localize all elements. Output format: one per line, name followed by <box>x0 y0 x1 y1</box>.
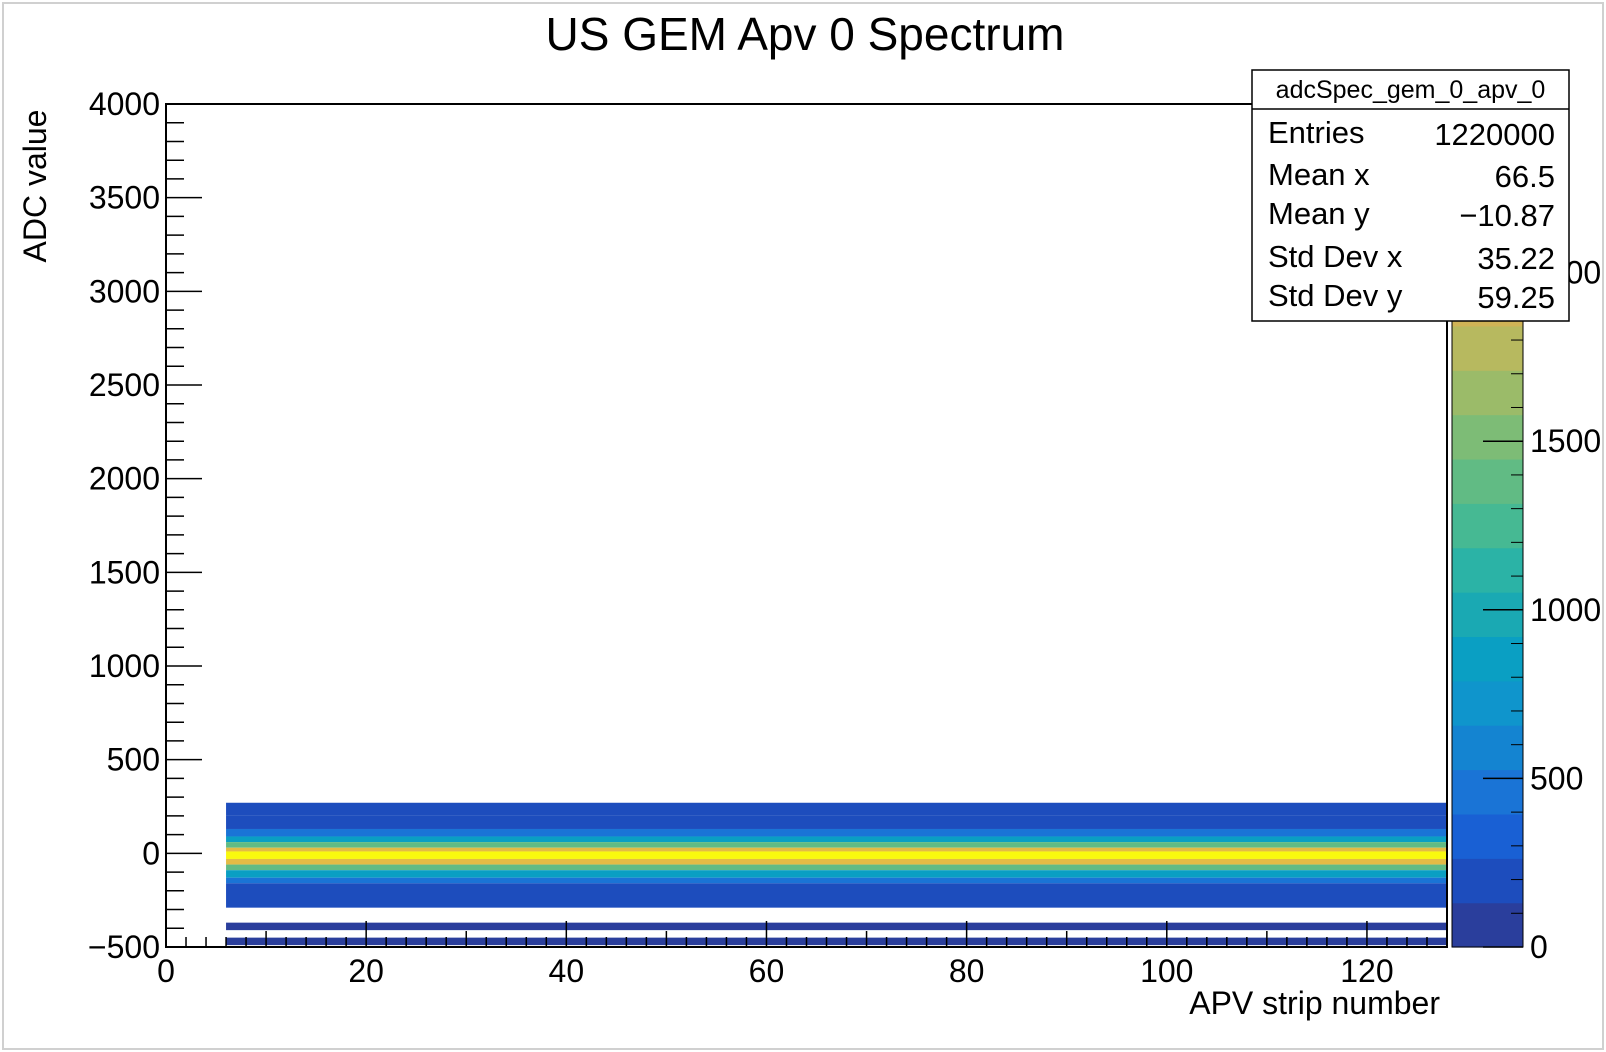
x-tick-label-100: 100 <box>1140 953 1193 989</box>
stats-box-frame <box>1251 69 1570 322</box>
stats-row-label-1: Mean x <box>1268 157 1370 192</box>
x-axis: 0 20 40 60 80 100 120 <box>157 921 1448 989</box>
y-tick-label-1000: 1000 <box>89 648 160 684</box>
heatmap-bands <box>226 802 1447 946</box>
x-tick-label-0: 0 <box>157 953 175 989</box>
palette-cell-12 <box>1452 370 1523 416</box>
stats-row-value-4: 59.25 <box>1477 280 1555 315</box>
x-tick-label-80: 80 <box>949 953 985 989</box>
stats-box-name: adcSpec_gem_0_apv_0 <box>1276 76 1546 104</box>
palette-tick-label-500: 500 <box>1530 760 1583 796</box>
y-tick-label-0: 0 <box>142 835 160 871</box>
stats-row-value-0: 1220000 <box>1434 117 1555 152</box>
heatmap-band-11 <box>226 883 1447 908</box>
palette-cell-4 <box>1452 725 1523 771</box>
stats-row-label-3: Std Dev x <box>1268 239 1403 274</box>
y-tick-label--500: −500 <box>88 929 160 965</box>
palette-cell-2 <box>1452 813 1523 859</box>
stats-row-label-2: Mean y <box>1268 196 1370 231</box>
heatmap-band-3 <box>226 836 1447 843</box>
heatmap-band-5 <box>226 847 1447 852</box>
heatmap-band-7 <box>226 858 1447 865</box>
stats-row-value-2: −10.87 <box>1459 198 1555 233</box>
heatmap-band-9 <box>226 870 1447 878</box>
stats-row-value-3: 35.22 <box>1477 241 1555 276</box>
heatmap-band-13 <box>226 937 1447 946</box>
y-tick-label-4000: 4000 <box>89 86 160 122</box>
palette-cell-5 <box>1452 680 1523 726</box>
heatmap-band-0 <box>226 802 1447 816</box>
palette-cell-0 <box>1452 902 1523 948</box>
palette-cell-1 <box>1452 858 1523 904</box>
palette-cell-13 <box>1452 325 1523 371</box>
y-tick-label-3000: 3000 <box>89 273 160 309</box>
y-tick-label-500: 500 <box>107 742 160 778</box>
heatmap-band-4 <box>226 842 1447 848</box>
x-tick-label-120: 120 <box>1340 953 1393 989</box>
palette-cell-10 <box>1452 458 1523 504</box>
heatmap-band-6 <box>226 851 1447 859</box>
heatmap-band-2 <box>226 828 1447 837</box>
heatmap-band-10 <box>226 877 1447 884</box>
palette-tick-label-1500: 1500 <box>1530 423 1601 459</box>
heatmap-band-1 <box>226 815 1447 829</box>
y-tick-label-2000: 2000 <box>89 461 160 497</box>
chart-title: US GEM Apv 0 Spectrum <box>546 8 1065 60</box>
x-tick-label-20: 20 <box>348 953 384 989</box>
palette-tick-label-1000: 1000 <box>1530 592 1601 628</box>
heatmap-band-12 <box>226 922 1447 931</box>
palette-tick-label-0: 0 <box>1530 929 1548 965</box>
y-tick-label-3500: 3500 <box>89 180 160 216</box>
x-axis-label: APV strip number <box>1189 985 1440 1021</box>
stats-row-value-1: 66.5 <box>1495 159 1555 194</box>
palette-cell-9 <box>1452 503 1523 549</box>
x-tick-label-40: 40 <box>549 953 585 989</box>
stats-row-label-4: Std Dev y <box>1268 278 1403 313</box>
y-tick-label-2500: 2500 <box>89 367 160 403</box>
x-tick-label-60: 60 <box>749 953 785 989</box>
palette-cell-8 <box>1452 547 1523 593</box>
y-axis: −500 0 500 1000 1500 2000 2500 3000 3500 4000 <box>88 86 202 965</box>
y-axis-label: ADC value <box>17 110 53 263</box>
stats-row-label-0: Entries <box>1268 115 1364 150</box>
palette-cell-7 <box>1452 592 1523 638</box>
heatmap-band-8 <box>226 864 1447 871</box>
y-tick-label-1500: 1500 <box>89 554 160 590</box>
stats-box: adcSpec_gem_0_apv_0 Entries 1220000 Mean x 6… <box>1251 69 1570 322</box>
palette-cell-3 <box>1452 769 1523 815</box>
palette-cell-11 <box>1452 414 1523 460</box>
